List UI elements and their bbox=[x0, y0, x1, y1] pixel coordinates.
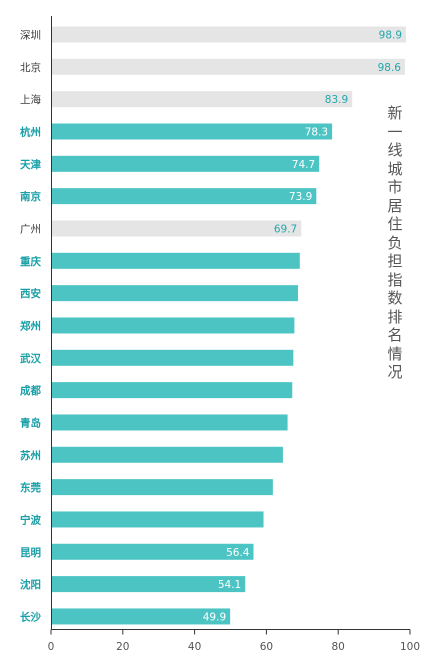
value-label-2: 83.9 bbox=[325, 94, 348, 106]
x-tick-label-0: 0 bbox=[48, 641, 55, 653]
category-label-4: 天津 bbox=[20, 158, 41, 171]
category-label-17: 沈阳 bbox=[20, 578, 41, 591]
value-label-1: 98.6 bbox=[378, 62, 402, 74]
bar-18 bbox=[52, 608, 231, 625]
bar-16 bbox=[52, 543, 254, 560]
category-label-14: 东莞 bbox=[20, 481, 41, 494]
category-label-7: 重庆 bbox=[20, 255, 41, 268]
bar-1 bbox=[52, 58, 405, 75]
value-label-18: 49.9 bbox=[203, 611, 226, 623]
value-label-17: 54.1 bbox=[218, 579, 241, 591]
category-label-18: 长沙 bbox=[20, 610, 41, 623]
category-label-0: 深圳 bbox=[20, 30, 41, 42]
category-label-16: 昆明 bbox=[20, 547, 41, 559]
bar-14 bbox=[52, 479, 273, 496]
value-label-4: 74.7 bbox=[292, 159, 315, 171]
bar-10 bbox=[52, 349, 294, 366]
bar-13 bbox=[52, 446, 283, 463]
bar-7 bbox=[52, 252, 300, 269]
bar-15 bbox=[52, 511, 264, 528]
category-label-15: 宁波 bbox=[20, 513, 41, 526]
bar-2 bbox=[52, 91, 353, 108]
bar-3 bbox=[52, 123, 333, 140]
category-label-1: 北京 bbox=[20, 61, 41, 74]
x-tick-label-2: 40 bbox=[188, 641, 201, 653]
bar-17 bbox=[52, 576, 246, 593]
category-label-12: 青岛 bbox=[20, 416, 41, 429]
bar-4 bbox=[52, 155, 320, 172]
bar-11 bbox=[52, 382, 293, 399]
category-label-11: 成都 bbox=[20, 384, 41, 397]
value-label-5: 73.9 bbox=[289, 191, 312, 203]
bar-8 bbox=[52, 285, 298, 302]
category-label-8: 西安 bbox=[20, 287, 41, 300]
value-label-16: 56.4 bbox=[226, 547, 250, 559]
x-tick-label-3: 60 bbox=[260, 641, 273, 653]
bar-5 bbox=[52, 188, 317, 205]
value-label-0: 98.9 bbox=[379, 30, 402, 42]
x-tick-label-5: 100 bbox=[400, 641, 420, 653]
category-label-10: 武汉 bbox=[20, 352, 41, 365]
category-label-13: 苏州 bbox=[20, 449, 41, 462]
bar-12 bbox=[52, 414, 288, 431]
chart-title: 新一线城市居住负担指数排名情况 bbox=[387, 104, 403, 381]
category-label-2: 上海 bbox=[20, 93, 41, 106]
category-label-6: 广州 bbox=[20, 223, 41, 235]
bar-0 bbox=[52, 26, 407, 43]
category-label-5: 南京 bbox=[20, 190, 41, 203]
x-tick-label-4: 80 bbox=[332, 641, 345, 653]
category-label-9: 郑州 bbox=[20, 319, 41, 332]
bar-6 bbox=[52, 220, 302, 237]
x-tick-label-1: 20 bbox=[116, 641, 129, 653]
value-label-3: 78.3 bbox=[305, 126, 328, 138]
bar-9 bbox=[52, 317, 295, 334]
category-label-3: 杭州 bbox=[20, 125, 41, 138]
value-label-6: 69.7 bbox=[274, 223, 297, 235]
